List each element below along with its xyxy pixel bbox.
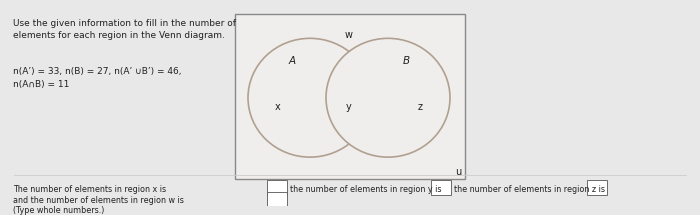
Text: n(A’) = 33, n(B) = 27, n(A’ ∪B’) = 46,
n(A∩B) = 11: n(A’) = 33, n(B) = 27, n(A’ ∪B’) = 46, n… xyxy=(13,67,181,89)
Text: B: B xyxy=(402,56,409,66)
Text: A: A xyxy=(288,56,295,66)
FancyBboxPatch shape xyxy=(587,180,607,195)
Text: z: z xyxy=(417,102,423,112)
Text: u: u xyxy=(455,166,461,177)
Text: y: y xyxy=(346,102,352,112)
Text: Use the given information to fill in the number of
elements for each region in t: Use the given information to fill in the… xyxy=(13,19,236,40)
Text: w: w xyxy=(345,31,353,40)
FancyBboxPatch shape xyxy=(431,180,451,195)
Circle shape xyxy=(248,38,372,157)
Circle shape xyxy=(326,38,450,157)
Text: The number of elements in region x is: The number of elements in region x is xyxy=(13,185,169,194)
Text: x: x xyxy=(275,102,281,112)
Bar xyxy=(235,14,465,179)
FancyBboxPatch shape xyxy=(267,180,287,195)
Text: and the number of elements in region w is: and the number of elements in region w i… xyxy=(13,197,186,205)
Text: the number of elements in region z is: the number of elements in region z is xyxy=(454,185,608,194)
FancyBboxPatch shape xyxy=(267,192,287,206)
Text: (Type whole numbers.): (Type whole numbers.) xyxy=(13,206,104,215)
Text: the number of elements in region y is: the number of elements in region y is xyxy=(290,185,444,194)
